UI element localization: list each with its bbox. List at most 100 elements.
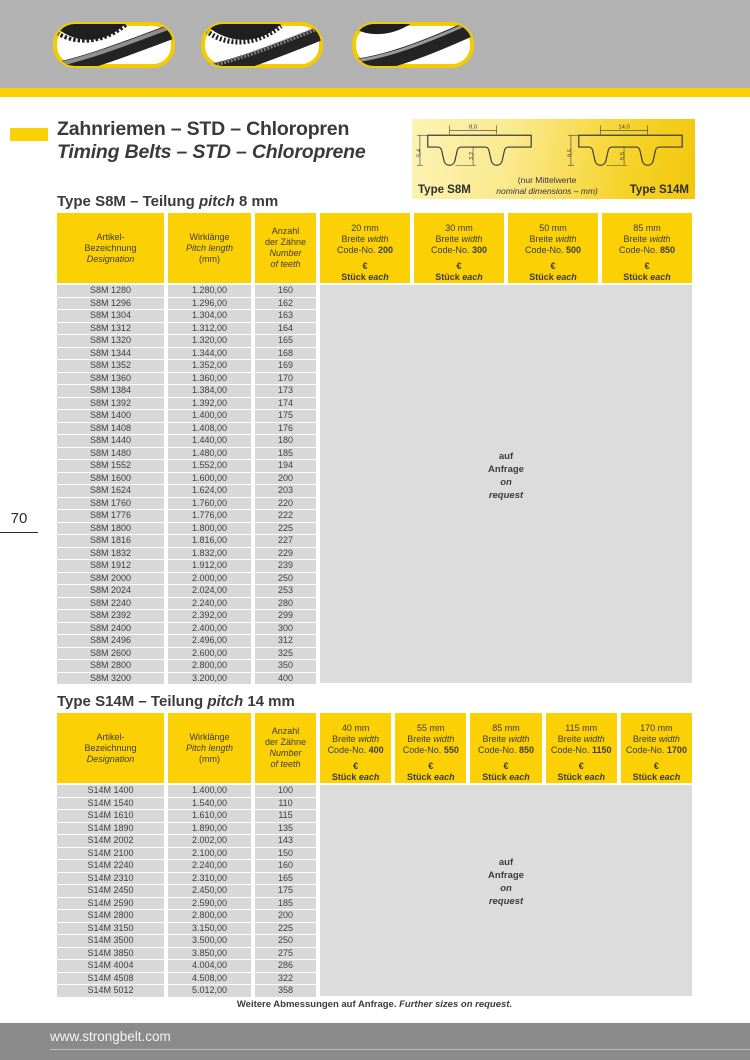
code-number: 500: [566, 245, 582, 255]
table-row: S14M 3150 3.150,00 225: [57, 922, 692, 934]
s14m-on-request-panel: auf Anfrage on request: [320, 785, 692, 996]
cell-pitch-length: 2.392,00: [168, 610, 251, 622]
column-header-teeth: Anzahl der Zähne Number of teeth: [255, 713, 316, 783]
table-row: S8M 1280 1.280,00 160: [57, 285, 692, 297]
cell-designation: S8M 1400: [57, 410, 164, 422]
cell-designation: S14M 5012: [57, 985, 164, 997]
cell-teeth: 280: [255, 597, 316, 609]
cell-designation: S14M 2450: [57, 885, 164, 897]
cell-designation: S14M 2002: [57, 835, 164, 847]
euro-symbol: €: [362, 261, 368, 271]
cell-teeth: 175: [255, 410, 316, 422]
table-row: S8M 1344 1.344,00 168: [57, 347, 692, 359]
table-row: S8M 1912 1.912,00 239: [57, 560, 692, 572]
cell-designation: S8M 1776: [57, 510, 164, 522]
cell-teeth: 162: [255, 297, 316, 309]
s14m-table-body: S14M 1400 1.400,00 100 S14M 1540 1.540,0…: [57, 785, 692, 997]
section-title-pitch: pitch: [198, 193, 235, 210]
website-link[interactable]: www.strongbelt.com: [50, 1029, 171, 1044]
euro-symbol: €: [578, 761, 584, 771]
cell-pitch-length: 1.912,00: [168, 560, 251, 572]
euro-symbol: €: [503, 761, 509, 771]
s14m-rows: S14M 1400 1.400,00 100 S14M 1540 1.540,0…: [57, 785, 692, 997]
cell-teeth: 200: [255, 472, 316, 484]
cell-pitch-length: 5.012,00: [168, 985, 251, 997]
table-row: S14M 4508 4.508,00 322: [57, 972, 692, 984]
cell-designation: S8M 1760: [57, 497, 164, 509]
cell-designation: S8M 1440: [57, 435, 164, 447]
cell-pitch-length: 1.776,00: [168, 510, 251, 522]
table-row: S8M 2800 2.800,00 350: [57, 660, 692, 672]
cell-teeth: 358: [255, 985, 316, 997]
code-number: 400: [368, 745, 384, 755]
price-column-header: 40 mm Breite width Code-No. 400 € Stück …: [320, 713, 392, 783]
cell-pitch-length: 1.540,00: [168, 797, 251, 809]
cell-teeth: 164: [255, 322, 316, 334]
belt-photo-icon: [352, 22, 474, 68]
dim-tooth: 3,2: [469, 152, 475, 160]
price-column-header: 55 mm Breite width Code-No. 550 € Stück …: [395, 713, 467, 783]
diagram-label-s14m: Type S14M: [629, 184, 689, 196]
cell-teeth: 168: [255, 347, 316, 359]
cell-teeth: 169: [255, 360, 316, 372]
cell-designation: S8M 1624: [57, 485, 164, 497]
cell-pitch-length: 1.392,00: [168, 397, 251, 409]
cell-teeth: 250: [255, 572, 316, 584]
cell-teeth: 229: [255, 547, 316, 559]
cell-pitch-length: 2.002,00: [168, 835, 251, 847]
cell-designation: S8M 1352: [57, 360, 164, 372]
cell-designation: S14M 1610: [57, 810, 164, 822]
price-column-header: 170 mm Breite width Code-No. 1700 € Stüc…: [620, 713, 693, 783]
cell-teeth: 163: [255, 310, 316, 322]
table-row: S14M 2100 2.100,00 150: [57, 847, 692, 859]
cell-designation: S14M 3150: [57, 922, 164, 934]
table-row: S14M 2450 2.450,00 175: [57, 885, 692, 897]
column-header-designation: Artikel- Bezeichnung Designation: [57, 213, 164, 283]
column-header-designation: Artikel- Bezeichnung Designation: [57, 713, 164, 783]
cell-teeth: 143: [255, 835, 316, 847]
diagram-label-s8m: Type S8M: [418, 184, 471, 196]
cell-teeth: 225: [255, 922, 316, 934]
page-title-de: Zahnriemen – STD – Chloropren: [57, 118, 350, 140]
cell-pitch-length: 2.496,00: [168, 635, 251, 647]
cell-designation: S8M 1552: [57, 460, 164, 472]
s8m-table: Artikel- Bezeichnung Designation Wirklän…: [57, 213, 692, 685]
table-row: S14M 1540 1.540,00 110: [57, 797, 692, 809]
cell-teeth: 176: [255, 422, 316, 434]
cell-designation: S8M 3200: [57, 672, 164, 684]
euro-symbol: €: [353, 761, 359, 771]
cell-teeth: 227: [255, 535, 316, 547]
cell-pitch-length: 1.312,00: [168, 322, 251, 334]
s8m-table-body: S8M 1280 1.280,00 160 S8M 1296 1.296,00 …: [57, 285, 692, 684]
note-en: Further sizes on request.: [399, 999, 513, 1010]
code-number: 850: [519, 745, 535, 755]
table-row: S8M 2240 2.240,00 280: [57, 597, 692, 609]
cell-designation: S14M 2590: [57, 897, 164, 909]
s8m-on-request-panel: auf Anfrage on request: [320, 285, 692, 683]
cell-designation: S8M 1296: [57, 297, 164, 309]
cell-pitch-length: 2.310,00: [168, 872, 251, 884]
cell-designation: S8M 1832: [57, 547, 164, 559]
cell-pitch-length: 1.280,00: [168, 285, 251, 297]
table-row: S14M 4004 4.004,00 286: [57, 960, 692, 972]
cell-designation: S8M 2496: [57, 635, 164, 647]
cell-designation: S14M 1890: [57, 822, 164, 834]
cell-teeth: 165: [255, 872, 316, 884]
euro-symbol: €: [550, 261, 556, 271]
table-row: S14M 2800 2.800,00 200: [57, 910, 692, 922]
s8m-profile-drawing: 8,0 5,4 3,2: [416, 124, 532, 166]
cell-pitch-length: 1.832,00: [168, 547, 251, 559]
cell-pitch-length: 1.610,00: [168, 810, 251, 822]
belt-width-label: 20 mm: [351, 223, 379, 233]
cell-designation: S8M 2800: [57, 660, 164, 672]
cell-pitch-length: 1.624,00: [168, 485, 251, 497]
cell-designation: S8M 1384: [57, 385, 164, 397]
table-row: S8M 1776 1.776,00 222: [57, 510, 692, 522]
table-row: S14M 1400 1.400,00 100: [57, 785, 692, 797]
cell-pitch-length: 1.760,00: [168, 497, 251, 509]
cell-teeth: 180: [255, 435, 316, 447]
cell-teeth: 325: [255, 647, 316, 659]
table-row: S14M 3850 3.850,00 275: [57, 947, 692, 959]
diagram-note-de: (nur Mittelwerte: [517, 175, 577, 185]
